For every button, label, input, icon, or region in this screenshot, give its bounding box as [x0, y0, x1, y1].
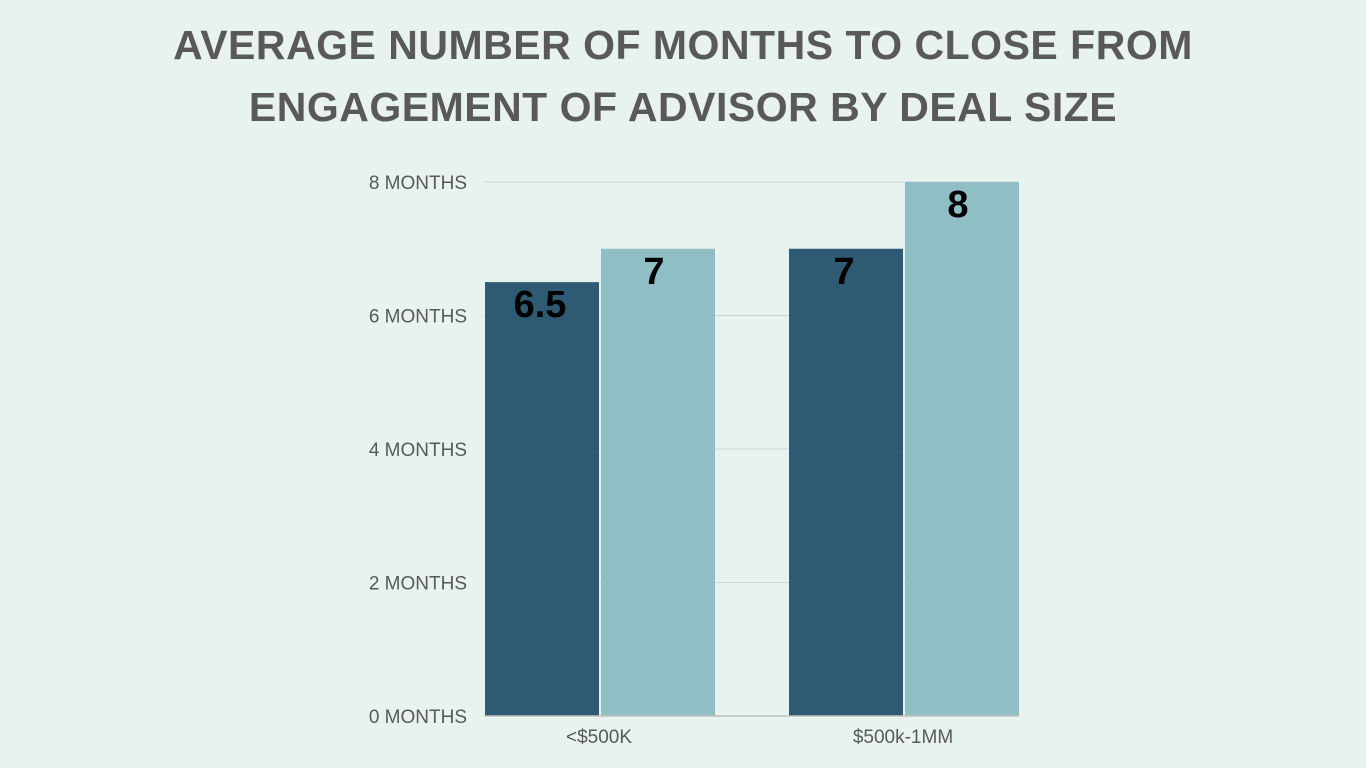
data-label: 7: [643, 251, 664, 293]
y-tick-label: 2 MONTHS: [369, 574, 467, 595]
chart-title-line-1: AVERAGE NUMBER OF MONTHS TO CLOSE FROM: [173, 22, 1193, 68]
y-tick-label: 0 MONTHS: [369, 707, 467, 728]
x-tick-label: $500k-1MM: [853, 727, 953, 748]
bar: [601, 248, 715, 716]
y-tick-label: 4 MONTHS: [369, 440, 467, 461]
bar: [789, 248, 903, 716]
bar: [905, 182, 1019, 716]
data-label: 7: [833, 251, 854, 293]
bar: [485, 282, 599, 716]
chart-title: AVERAGE NUMBER OF MONTHS TO CLOSE FROM E…: [0, 14, 1366, 138]
data-label: 8: [947, 184, 968, 226]
y-tick-label: 8 MONTHS: [369, 173, 467, 194]
x-tick-label: <$500K: [566, 727, 632, 748]
y-tick-label: 6 MONTHS: [369, 307, 467, 328]
data-label: 6.5: [514, 284, 567, 326]
chart-title-line-2: ENGAGEMENT OF ADVISOR BY DEAL SIZE: [248, 84, 1118, 130]
